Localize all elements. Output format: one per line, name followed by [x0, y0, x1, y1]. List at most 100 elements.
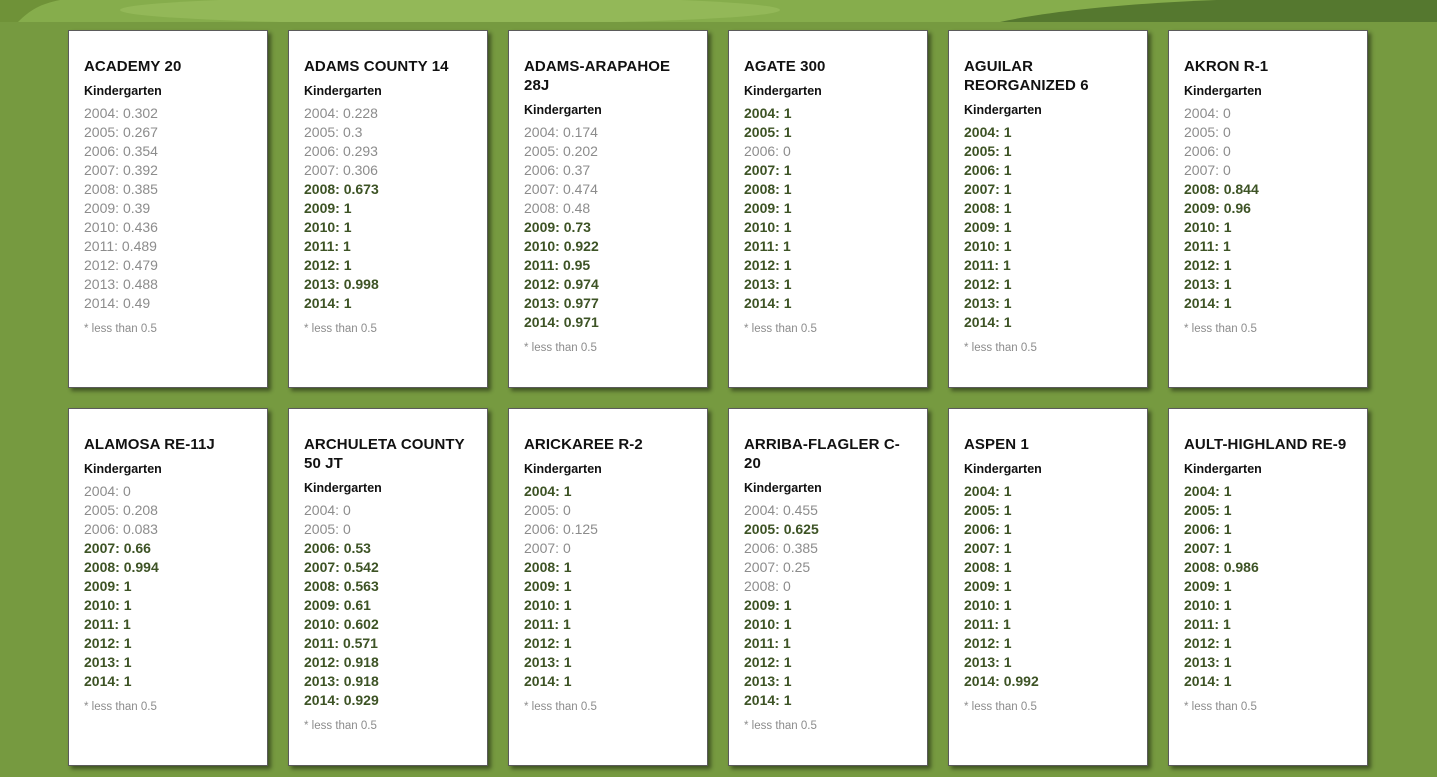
- rate-value: 1: [1222, 238, 1231, 254]
- rate-item: 2014: 0.992: [964, 673, 1039, 689]
- rate-item: 2008: 1: [744, 181, 792, 197]
- district-name: ACADEMY 20: [84, 58, 182, 75]
- rate-value: 0.385: [782, 540, 818, 556]
- rate-value: 0.208: [122, 502, 158, 518]
- rate-value: 0.474: [562, 181, 598, 197]
- rate-year: 2007: [744, 559, 776, 575]
- rate-value: 1: [563, 597, 572, 613]
- rate-item: 2007: 0.66: [84, 540, 151, 556]
- rate-year: 2014: [1184, 295, 1216, 311]
- rate-item: 2008: 1: [964, 559, 1012, 575]
- rate-value: 1: [343, 219, 352, 235]
- rate-item: 2011: 1: [744, 238, 791, 254]
- rate-year: 2008: [1184, 559, 1216, 575]
- grade-label: Kindergarten: [524, 103, 602, 117]
- rate-item: 2005: 0.3: [304, 124, 363, 140]
- rate-item: 2006: 0.293: [304, 143, 378, 159]
- threshold-note: * less than 0.5: [524, 342, 597, 354]
- rate-item: 2006: 0.125: [524, 521, 598, 537]
- rate-year: 2005: [524, 502, 556, 518]
- rate-item: 2007: 1: [1184, 540, 1232, 556]
- rate-value: 0.542: [343, 559, 379, 575]
- rate-value: 1: [1223, 521, 1232, 537]
- rate-item: 2011: 1: [524, 616, 571, 632]
- grade-label: Kindergarten: [744, 84, 822, 98]
- rate-value: 0.95: [562, 257, 591, 273]
- rate-value: 1: [123, 635, 132, 651]
- rate-value: 0: [1222, 162, 1231, 178]
- rate-item: 2007: 0: [524, 540, 571, 556]
- rate-item: 2013: 1: [1184, 654, 1232, 670]
- rate-year: 2004: [304, 105, 336, 121]
- rate-item: 2009: 1: [964, 219, 1012, 235]
- rate-year: 2014: [524, 673, 556, 689]
- grade-label: Kindergarten: [744, 481, 822, 495]
- rate-item: 2014: 1: [744, 295, 792, 311]
- rate-year: 2014: [84, 673, 116, 689]
- rate-year: 2010: [84, 597, 116, 613]
- rate-item: 2008: 0.563: [304, 578, 379, 594]
- rate-year: 2005: [304, 124, 336, 140]
- threshold-note: * less than 0.5: [744, 720, 817, 732]
- rate-value: 1: [1003, 143, 1012, 159]
- rate-year: 2004: [964, 124, 996, 140]
- rate-value: 1: [1223, 295, 1232, 311]
- rate-year: 2013: [964, 654, 996, 670]
- rate-item: 2012: 1: [304, 257, 352, 273]
- district-grid: ACADEMY 20 Kindergarten 2004: 0.302 2005: 0…: [68, 30, 1368, 766]
- rate-year: 2010: [524, 238, 556, 254]
- rate-value: 1: [1223, 502, 1232, 518]
- rate-item: 2011: 0.95: [524, 257, 591, 273]
- district-card: ASPEN 1 Kindergarten 2004: 1 2005: 1 2006: 1…: [948, 408, 1148, 766]
- rate-item: 2012: 0.479: [84, 257, 158, 273]
- rate-item: 2010: 1: [964, 597, 1012, 613]
- rate-year: 2012: [744, 257, 776, 273]
- rate-item: 2013: 1: [964, 654, 1012, 670]
- rate-year: 2008: [524, 559, 556, 575]
- rate-year: 2012: [84, 635, 116, 651]
- rate-year: 2006: [84, 143, 116, 159]
- rate-year: 2008: [304, 181, 336, 197]
- rate-item: 2009: 0.96: [1184, 200, 1251, 216]
- rate-value: 0.385: [122, 181, 158, 197]
- rate-item: 2014: 0.971: [524, 314, 599, 330]
- rate-value: 1: [1003, 578, 1012, 594]
- rate-value: 1: [1003, 314, 1012, 330]
- district-name: AGATE 300: [744, 58, 826, 75]
- rate-year: 2007: [304, 162, 336, 178]
- rate-value: 1: [563, 635, 572, 651]
- rate-value: 1: [783, 295, 792, 311]
- rate-value: 0.61: [343, 597, 371, 613]
- rate-item: 2009: 0.61: [304, 597, 371, 613]
- threshold-note: * less than 0.5: [84, 701, 157, 713]
- rate-item: 2014: 1: [304, 295, 352, 311]
- rate-year: 2011: [84, 616, 115, 632]
- rate-year: 2005: [84, 124, 116, 140]
- rate-item: 2013: 1: [744, 276, 792, 292]
- rate-item: 2010: 1: [524, 597, 572, 613]
- rate-value: 0: [342, 521, 351, 537]
- rate-year: 2009: [84, 578, 116, 594]
- rate-item: 2010: 1: [964, 238, 1012, 254]
- rate-year: 2004: [744, 105, 776, 121]
- rate-item: 2007: 1: [744, 162, 792, 178]
- rate-year: 2005: [744, 521, 776, 537]
- rate-item: 2012: 1: [1184, 635, 1232, 651]
- rate-year: 2012: [964, 276, 996, 292]
- rate-year: 2011: [1184, 616, 1215, 632]
- rate-year: 2007: [84, 540, 116, 556]
- rate-item: 2005: 0: [304, 521, 351, 537]
- rate-value: 1: [1223, 257, 1232, 273]
- rate-item: 2014: 1: [524, 673, 572, 689]
- rate-item: 2007: 0.392: [84, 162, 158, 178]
- rate-item: 2008: 0.844: [1184, 181, 1259, 197]
- rate-item: 2009: 1: [964, 578, 1012, 594]
- district-card: AGUILAR REORGANIZED 6 Kindergarten 2004: 1…: [948, 30, 1148, 388]
- rate-year: 2012: [304, 257, 336, 273]
- district-name: AGUILAR REORGANIZED 6: [964, 58, 1089, 94]
- rate-year: 2013: [744, 673, 776, 689]
- rate-item: 2008: 0.986: [1184, 559, 1259, 575]
- rate-item: 2006: 1: [964, 521, 1012, 537]
- rate-year: 2012: [524, 276, 556, 292]
